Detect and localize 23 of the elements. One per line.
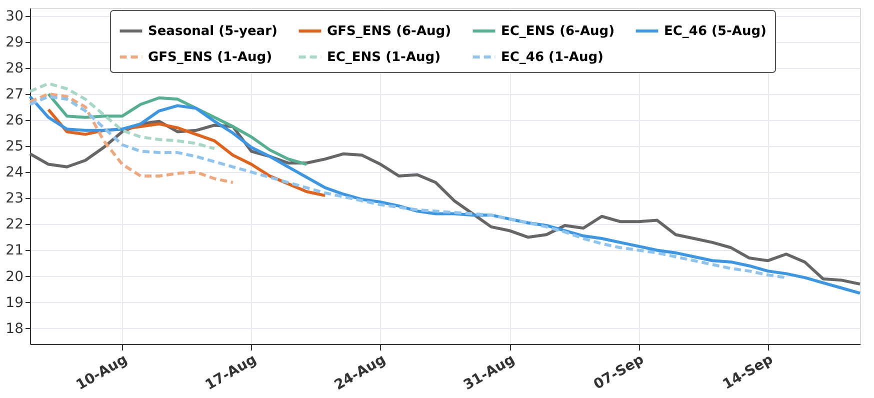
y-tick-label: 27 — [6, 86, 24, 102]
y-tick-label: 23 — [6, 190, 24, 207]
legend-label: EC_46 (5-Aug) — [664, 24, 766, 39]
legend-label: GFS_ENS (6-Aug) — [327, 24, 452, 39]
y-tick-label: 29 — [6, 34, 24, 50]
y-tick-label: 20 — [6, 268, 24, 285]
y-tick-label: 30 — [6, 8, 24, 24]
legend-label: EC_ENS (6-Aug) — [501, 24, 615, 39]
line-series — [46, 92, 308, 166]
y-tick-label: 22 — [6, 216, 24, 233]
legend-label: GFS_ENS (1-Aug) — [148, 50, 272, 65]
y-tick-label: 21 — [6, 242, 24, 259]
y-tick-label: 19 — [6, 294, 24, 311]
y-tick-label: 18 — [6, 320, 24, 337]
y-tick-label: 24 — [6, 164, 24, 181]
legend-label: EC_46 (1-Aug) — [501, 50, 604, 65]
line-series — [28, 82, 216, 150]
line-series — [28, 92, 234, 184]
y-tick-label: 28 — [6, 60, 24, 76]
y-tick-label: 25 — [6, 138, 24, 155]
legend-label: Seasonal (5-year) — [148, 24, 278, 39]
legend-label: EC_ENS (1-Aug) — [327, 50, 441, 65]
y-tick-label: 26 — [6, 112, 24, 128]
